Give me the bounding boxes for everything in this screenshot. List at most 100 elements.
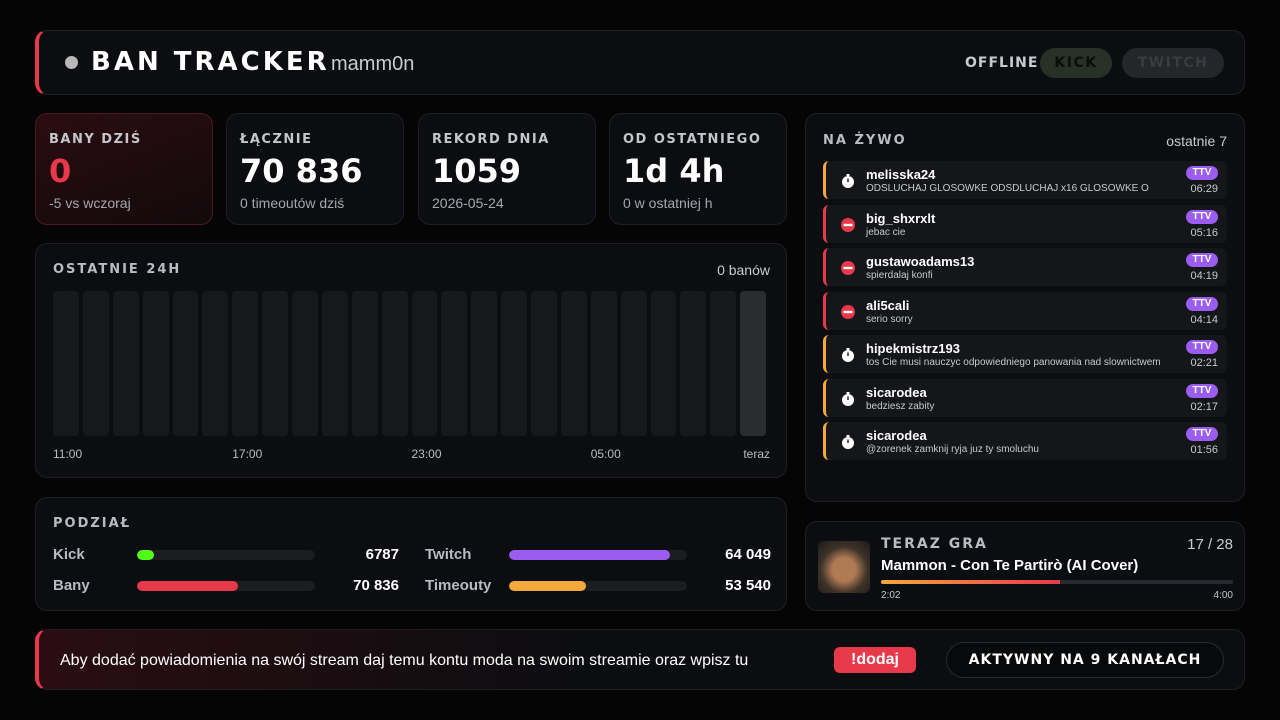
hour-track [740,291,766,436]
hour-track [441,291,468,436]
message: tos Cie musi nauczyc odpowiedniego panow… [866,357,1161,368]
stat-sub: 0 timeoutów dziś [240,195,345,211]
user-name: ali5cali [866,297,910,313]
last-24h-panel: OSTATNIE 24H 0 banów 11:00 17:00 23:00 05:0… [35,243,787,478]
progress-bar [881,580,1060,584]
platform-badge: TTV [1186,166,1218,180]
x-label: 11:00 [53,447,83,461]
platform-badge: TTV [1186,296,1218,311]
split-panel: PODZIAŁ Kick 6787 Twitch 64 049 Bany 70 836 Ti… [35,497,787,611]
stat-value: 0 [49,152,72,190]
stat-label: OD OSTATNIEGO [623,132,762,147]
message: @zorenek zamknij ryja juz ty smoluchu [866,444,1039,455]
split-value: 53 540 [725,577,771,594]
platform-badge: TTV [1186,253,1218,267]
split-label: Bany [53,577,90,594]
feed-item: sicarodea @zorenek zamknij ryja juz ty sm… [823,422,1227,460]
stat-sub: 0 w ostatniej h [623,195,713,211]
twitch-button[interactable]: TWITCH [1122,48,1224,78]
elapsed: 2:02 [881,590,901,601]
x-label: 05:00 [590,447,621,461]
split-bar [509,550,670,560]
split-value: 70 836 [353,577,399,594]
track-number: 17 / 28 [1187,536,1233,553]
hour-track [202,291,229,436]
cover-art [818,541,870,593]
message: bedziesz zabity [866,400,935,412]
user-name: big_shxrxlt [866,210,936,226]
kick-button[interactable]: KICK [1040,48,1112,78]
split-label: Kick [53,546,85,563]
progress-track [881,580,1233,584]
stat-label: BANY DZIŚ [49,132,142,147]
hour-track [321,291,348,436]
message: serio sorry [866,313,913,325]
stat-value: 70 836 [240,152,363,190]
hour-track [292,291,318,436]
platform-badge: TTV [1186,209,1218,224]
timeout-icon [842,174,854,188]
user-name: gustawoadams13 [866,254,975,269]
hour-track [620,291,647,436]
summary: ostatnie 7 [1166,133,1227,149]
hour-track [710,291,737,436]
user-name: sicarodea [866,384,927,400]
user-name: hipekmistrz193 [866,341,960,356]
hour-track [471,291,498,436]
feed-item: hipekmistrz193 tos Cie musi nauczyc odpow… [823,335,1227,373]
panel-title: NA ŻYWO [823,133,907,148]
hour-track [351,291,378,436]
hour-track [531,291,557,436]
split-track [509,550,687,560]
timeout-icon [842,348,854,362]
time: 01:56 [1190,444,1218,456]
hour-track [142,291,169,436]
stat-sub: 2026-05-24 [432,195,504,211]
hour-track [232,291,259,436]
stat-card: BANY DZIŚ 0 -5 vs wczoraj [35,113,213,225]
header: BAN TRACKER mamm0n OFFLINE KICK TWITCH [35,30,1245,95]
panel-title: OSTATNIE 24H [53,262,182,277]
split-track [509,581,687,591]
platform-badge: TTV [1186,427,1218,441]
status-dot [65,56,78,69]
channel-name: mamm0n [331,53,415,75]
song-title: Mammon - Con Te Partirò (AI Cover) [881,557,1139,574]
split-track [137,550,315,560]
hour-track [680,291,707,436]
feed-item: gustawoadams13 spierdalaj konfi TTV 04:19 [823,248,1227,286]
user-name: sicarodea [866,428,927,443]
hour-track [650,291,677,436]
x-label: 17:00 [232,447,263,461]
message: spierdalaj konfi [866,270,933,281]
feed-item: sicarodea bedziesz zabity TTV 02:17 [823,378,1227,417]
now-playing: TERAZ GRA 17 / 28 Mammon - Con Te Partir… [805,521,1245,611]
user-name: melisska24 [866,167,936,182]
x-label: teraz [743,447,770,461]
message: jebac cie [866,226,906,238]
time: 04:14 [1190,313,1218,326]
time: 04:19 [1190,270,1218,282]
stat-label: ŁĄCZNIE [240,132,313,147]
split-bar [137,550,155,560]
feed-item: ali5cali serio sorry TTV 04:14 [823,291,1227,330]
hour-track [82,291,109,436]
stat-card: REKORD DNIA 1059 2026-05-24 [418,113,596,225]
split-track [137,581,315,591]
split-bar [509,581,586,591]
stat-sub: -5 vs wczoraj [49,195,131,211]
time: 02:17 [1190,400,1218,413]
feed-item: melisska24 ODSLUCHAJ GLOSOWKE ODSDLUCHAJ … [823,161,1227,199]
hour-track [590,291,617,436]
hour-track [112,291,139,436]
timeout-icon [842,435,854,449]
hour-track [411,291,438,436]
time: 02:21 [1190,357,1218,369]
message: ODSLUCHAJ GLOSOWKE ODSDLUCHAJ x16 GLOSOW… [866,183,1149,194]
hour-track [262,291,288,436]
panel-title: PODZIAŁ [53,516,132,531]
footer-text: Aby dodać powiadomienia na swój stream d… [60,652,749,669]
feed-item: big_shxrxlt jebac cie TTV 05:16 [823,204,1227,243]
